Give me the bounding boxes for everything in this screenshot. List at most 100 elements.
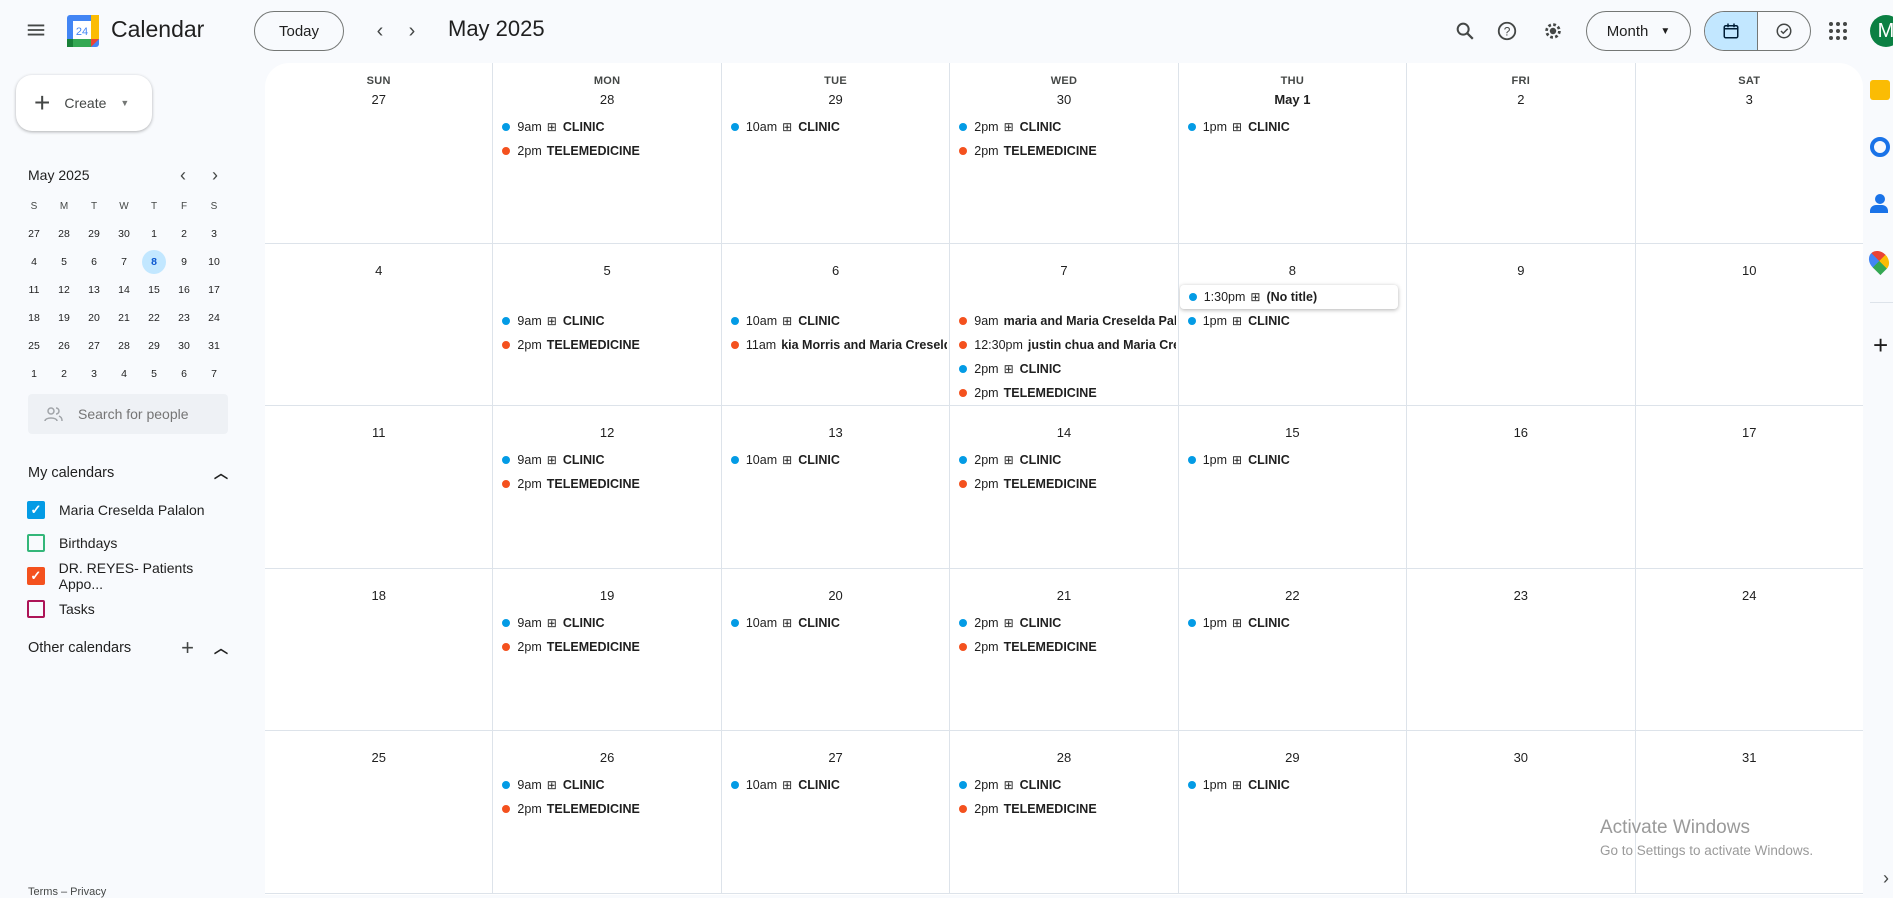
event-chip[interactable]: 2pm ⊞ CLINIC [950, 773, 1175, 797]
help-button[interactable]: ? [1487, 11, 1527, 51]
mini-day[interactable]: 17 [199, 276, 229, 304]
day-number[interactable]: 18 [371, 588, 386, 603]
event-chip[interactable]: 2pm ⊞ CLINIC [950, 357, 1175, 381]
prev-month-button[interactable]: ‹ [360, 11, 400, 51]
calendar-item[interactable]: ✓ DR. REYES- Patients Appo... [27, 559, 237, 592]
mini-day[interactable]: 24 [199, 304, 229, 332]
day-cell[interactable]: 16 [1407, 406, 1636, 568]
next-month-button[interactable]: › [392, 11, 432, 51]
day-cell[interactable]: SAT 3 [1636, 63, 1863, 243]
day-number[interactable]: 7 [1060, 263, 1068, 278]
day-cell[interactable]: 26 9am ⊞ CLINIC 2pm TELEMEDICINE [493, 731, 722, 893]
event-chip[interactable]: 2pm ⊞ CLINIC [950, 448, 1175, 472]
day-number[interactable]: 11 [371, 425, 386, 440]
day-number[interactable]: 15 [1285, 425, 1300, 440]
day-number[interactable]: 21 [1056, 588, 1072, 603]
day-number[interactable]: 22 [1285, 588, 1300, 603]
mini-day[interactable]: 28 [49, 220, 79, 248]
event-chip[interactable]: 2pm TELEMEDICINE [950, 635, 1175, 659]
day-number[interactable]: 6 [831, 263, 840, 278]
day-number[interactable]: 29 [828, 92, 843, 107]
day-cell[interactable]: SUN 27 [265, 63, 494, 243]
day-number[interactable]: 30 [1056, 92, 1072, 107]
tasks-view-toggle[interactable] [1758, 12, 1810, 50]
day-cell[interactable]: 8 1:30pm ⊞ (No title) 1pm ⊞ CLINIC [1179, 244, 1408, 405]
event-chip[interactable]: 2pm TELEMEDICINE [950, 797, 1175, 821]
day-cell[interactable]: 27 10am ⊞ CLINIC [722, 731, 951, 893]
avatar[interactable]: M [1870, 15, 1893, 47]
day-number[interactable]: 31 [1742, 750, 1757, 765]
day-number[interactable]: 28 [599, 92, 615, 107]
day-cell[interactable]: FRI 2 [1407, 63, 1636, 243]
day-number[interactable]: 30 [1513, 750, 1529, 765]
create-button[interactable]: + Create ▼ [16, 75, 152, 131]
event-chip[interactable]: 9am maria and Maria Creselda Pala [950, 309, 1176, 333]
mini-day[interactable]: 30 [169, 332, 199, 360]
mini-day[interactable]: 23 [169, 304, 199, 332]
checkbox[interactable] [27, 599, 45, 618]
day-number[interactable]: 3 [1745, 92, 1753, 107]
mini-day[interactable]: 30 [109, 220, 139, 248]
day-cell[interactable]: 4 [265, 244, 494, 405]
day-number[interactable]: 27 [828, 750, 843, 765]
day-cell[interactable]: 14 2pm ⊞ CLINIC 2pm TELEMEDICINE [950, 406, 1179, 568]
event-chip[interactable]: 2pm TELEMEDICINE [950, 139, 1175, 163]
calendar-view-toggle[interactable] [1705, 12, 1758, 50]
day-number[interactable]: 4 [375, 263, 383, 278]
event-chip[interactable]: 1pm ⊞ CLINIC [1179, 115, 1404, 139]
calendar-item[interactable]: ✓ Maria Creselda Palalon [27, 493, 237, 526]
day-cell[interactable]: 18 [265, 569, 494, 730]
contacts-icon[interactable] [1870, 194, 1893, 220]
mini-day[interactable]: 2 [169, 220, 199, 248]
mini-day[interactable]: 8 [139, 248, 169, 276]
mini-day[interactable]: 13 [79, 276, 109, 304]
day-number[interactable]: 29 [1285, 750, 1300, 765]
mini-day[interactable]: 27 [19, 220, 49, 248]
mini-prev-button[interactable]: ‹ [180, 165, 186, 185]
day-cell[interactable]: 30 [1407, 731, 1636, 893]
day-number[interactable]: 23 [1513, 588, 1529, 603]
mini-day[interactable]: 31 [199, 332, 229, 360]
day-cell[interactable]: THU May 1 1pm ⊞ CLINIC [1179, 63, 1408, 243]
day-number[interactable]: 10 [1742, 263, 1757, 278]
mini-day[interactable]: 4 [19, 248, 49, 276]
mini-day[interactable]: 27 [79, 332, 109, 360]
day-cell[interactable]: 13 10am ⊞ CLINIC [722, 406, 951, 568]
mini-day[interactable]: 9 [169, 248, 199, 276]
mini-day[interactable]: 28 [109, 332, 139, 360]
event-chip[interactable]: 2pm TELEMEDICINE [493, 472, 718, 496]
event-chip[interactable]: 10am ⊞ CLINIC [722, 309, 947, 333]
event-chip[interactable]: 10am ⊞ CLINIC [722, 115, 947, 139]
day-cell[interactable]: 23 [1407, 569, 1636, 730]
day-cell[interactable]: MON 28 9am ⊞ CLINIC 2pm TELEMEDICINE [493, 63, 722, 243]
event-chip[interactable]: 2pm TELEMEDICINE [950, 472, 1175, 496]
settings-button[interactable] [1533, 11, 1573, 51]
day-cell[interactable]: 29 1pm ⊞ CLINIC [1179, 731, 1408, 893]
event-chip[interactable]: 2pm TELEMEDICINE [493, 139, 718, 163]
mini-day[interactable]: 5 [139, 360, 169, 388]
mini-day[interactable]: 1 [139, 220, 169, 248]
mini-day[interactable]: 29 [79, 220, 109, 248]
mini-day[interactable]: 10 [199, 248, 229, 276]
mini-day[interactable]: 7 [199, 360, 229, 388]
event-chip[interactable]: 11am kia Morris and Maria Creselda [722, 333, 947, 357]
event-chip[interactable]: 2pm TELEMEDICINE [493, 635, 718, 659]
mini-day[interactable]: 6 [79, 248, 109, 276]
day-cell[interactable]: 10 [1636, 244, 1863, 405]
event-chip[interactable]: 1:30pm ⊞ (No title) [1179, 285, 1399, 309]
mini-day[interactable]: 15 [139, 276, 169, 304]
day-cell[interactable]: 15 1pm ⊞ CLINIC [1179, 406, 1408, 568]
day-cell[interactable]: 9 [1407, 244, 1636, 405]
day-number[interactable]: 19 [599, 588, 615, 603]
mini-day[interactable]: 11 [19, 276, 49, 304]
day-cell[interactable]: TUE 29 10am ⊞ CLINIC [722, 63, 951, 243]
event-chip[interactable]: 10am ⊞ CLINIC [722, 611, 947, 635]
day-number[interactable]: May 1 [1274, 92, 1311, 107]
chevron-up-icon[interactable]: ︿ [214, 640, 228, 656]
mini-day[interactable]: 26 [49, 332, 79, 360]
calendar-item[interactable]: Birthdays [27, 526, 237, 559]
event-chip[interactable]: 2pm TELEMEDICINE [493, 797, 718, 821]
day-cell[interactable]: WED 30 2pm ⊞ CLINIC 2pm TELEMEDICINE [950, 63, 1179, 243]
mini-day[interactable]: 29 [139, 332, 169, 360]
tasks-icon[interactable] [1870, 137, 1893, 163]
